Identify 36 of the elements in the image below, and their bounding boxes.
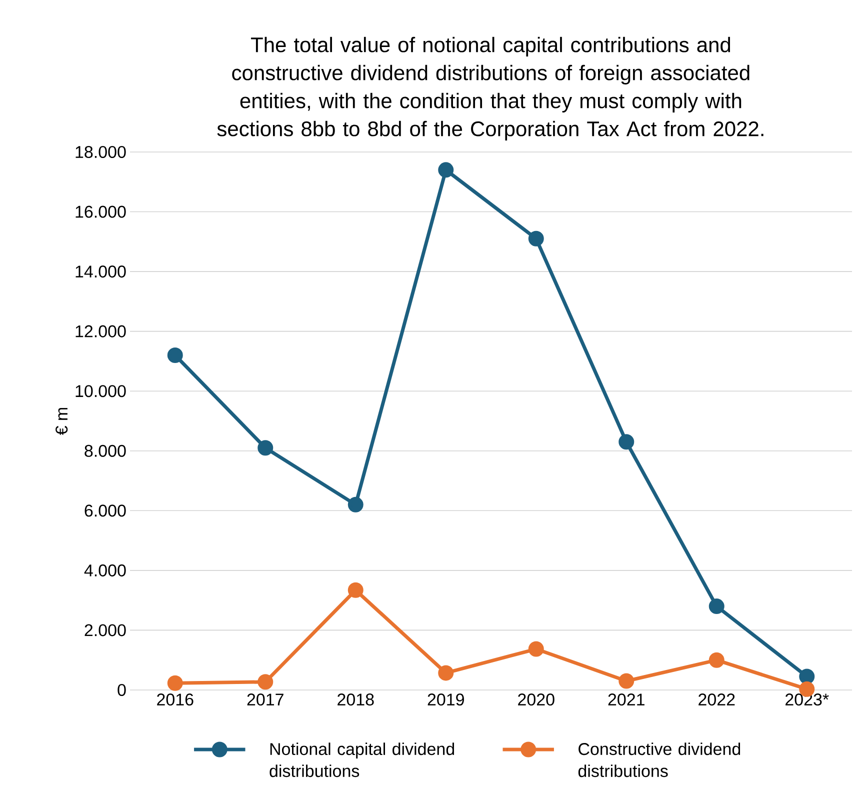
chart-title: The total value of notional capital contributions and constructive dividend distributions of foreign associated entities, with the condition that they must comply with sections 8bb to 8bd of the Corporation Tax Act from 2022. (217, 36, 764, 140)
x-tick-label: 2022 (698, 694, 735, 706)
point (708, 652, 724, 668)
x-tick-label: 2020 (518, 694, 554, 706)
y-tick-label: 0 (118, 684, 126, 696)
point (348, 582, 364, 598)
y-tick-label: 2.000 (84, 624, 126, 636)
x-tick-label: 2017 (247, 694, 284, 706)
y-tick-label: 8.000 (84, 444, 126, 457)
y-tick-label: 4.000 (84, 564, 126, 576)
y-tick-label: 14.000 (76, 266, 126, 278)
y-tick-label: 18.000 (76, 146, 126, 158)
x-tick-label: 2016 (157, 694, 194, 706)
y-tick-label: 6.000 (84, 504, 126, 517)
point (708, 598, 724, 614)
point (799, 668, 815, 684)
point (528, 641, 544, 657)
x-tick-label: 2019 (428, 694, 464, 706)
y-tick-label: 12.000 (76, 325, 126, 338)
legend-label: Constructive dividend distributions (578, 742, 740, 778)
x-tick-label: 2018 (338, 694, 374, 706)
point (348, 496, 364, 512)
y-axis-title: € m (56, 408, 68, 436)
x-tick-label: 2021 (608, 694, 644, 706)
legend-label: Notional capital dividend distributions (270, 742, 454, 778)
point (167, 347, 183, 363)
point (618, 673, 634, 689)
point (528, 230, 544, 246)
point (258, 674, 274, 690)
y-tick-label: 16.000 (76, 206, 126, 218)
point (258, 440, 274, 456)
y-tick-label: 10.000 (76, 385, 126, 398)
point (438, 162, 454, 178)
point (167, 675, 183, 691)
point (618, 434, 634, 450)
point (438, 665, 454, 681)
